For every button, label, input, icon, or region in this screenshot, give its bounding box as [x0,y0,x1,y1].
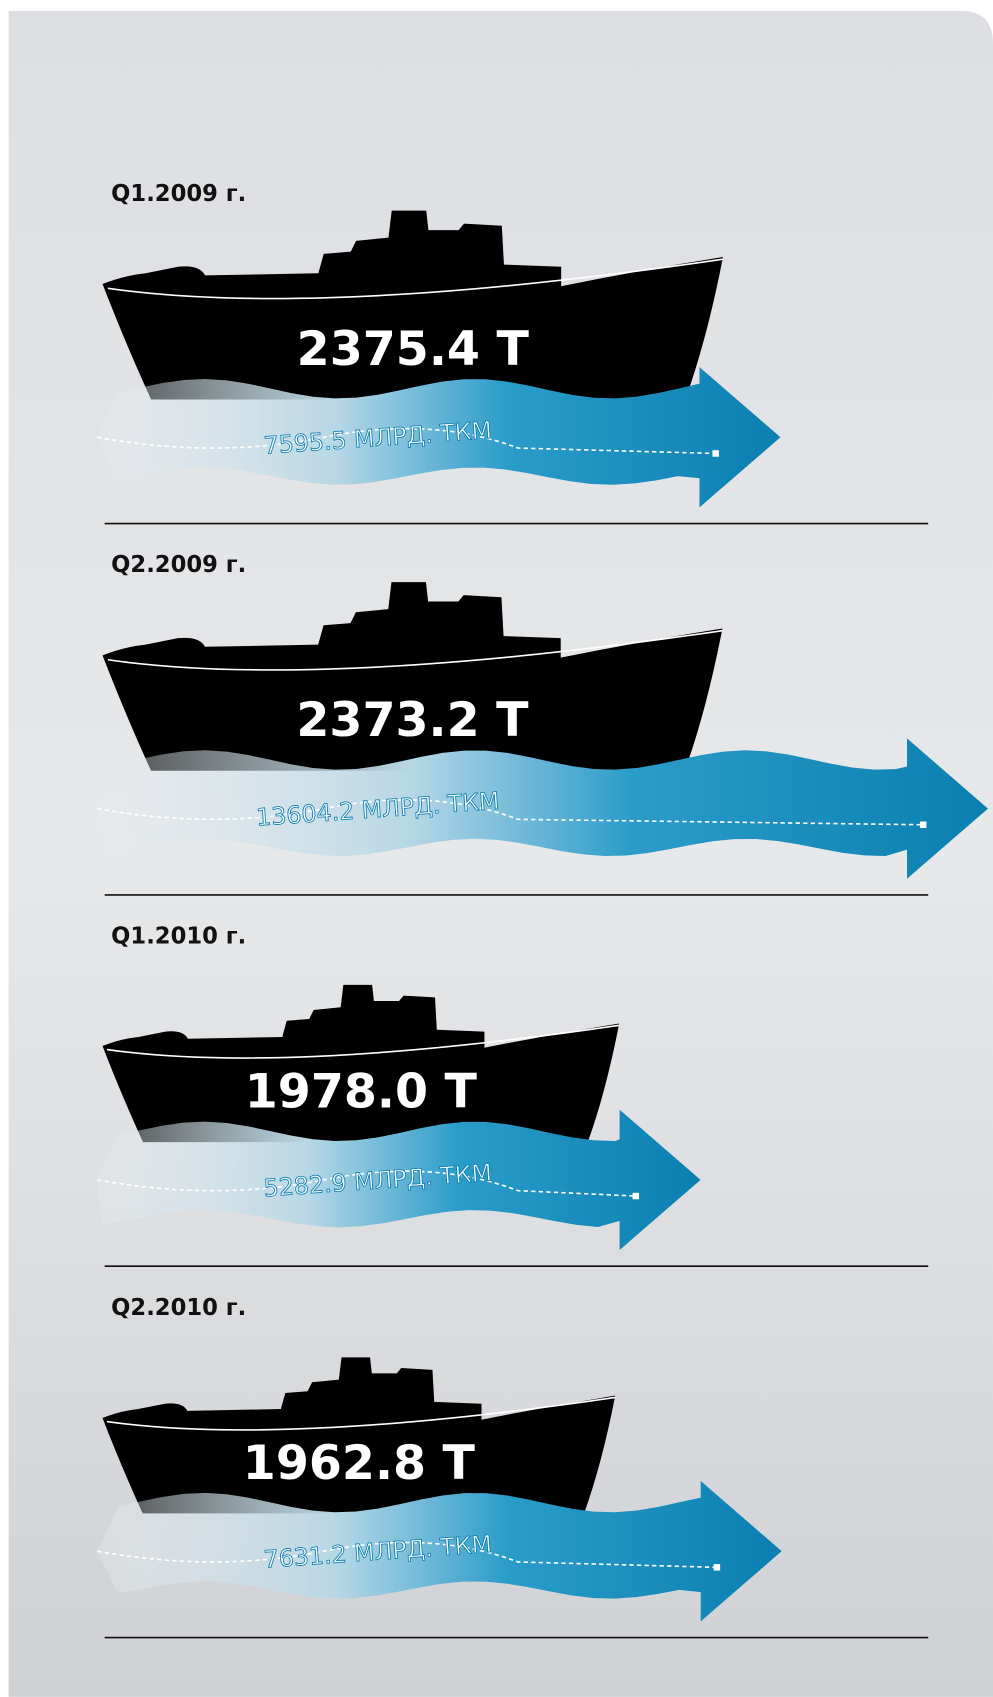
category-label: Q2.2009 г. [111,552,246,578]
category-label: Q1.2010 г. [111,923,246,949]
route-end [714,1564,720,1570]
category-label: Q2.2010 г. [111,1295,246,1321]
category-label: Q1.2009 г. [111,181,246,207]
route-end [712,450,718,456]
ship-label: 1978.0 Т [245,1065,478,1120]
route-end [633,1193,639,1199]
ship-label: 2373.2 Т [296,693,529,748]
ship-label: 2375.4 Т [297,322,530,377]
ship-label: 1962.8 Т [243,1436,476,1491]
infographic: Q1.2009 г.2375.4 Т7595.5 МЛРД. ТКМQ2.200… [0,0,993,1697]
route-end [920,822,926,828]
